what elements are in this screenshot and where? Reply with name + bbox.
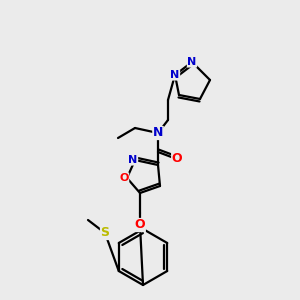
Text: O: O [119, 173, 129, 183]
Text: N: N [170, 70, 180, 80]
Text: O: O [135, 218, 145, 232]
Text: N: N [128, 155, 138, 165]
Text: S: S [100, 226, 109, 239]
Text: O: O [172, 152, 182, 164]
Text: N: N [188, 57, 196, 67]
Text: N: N [153, 127, 163, 140]
